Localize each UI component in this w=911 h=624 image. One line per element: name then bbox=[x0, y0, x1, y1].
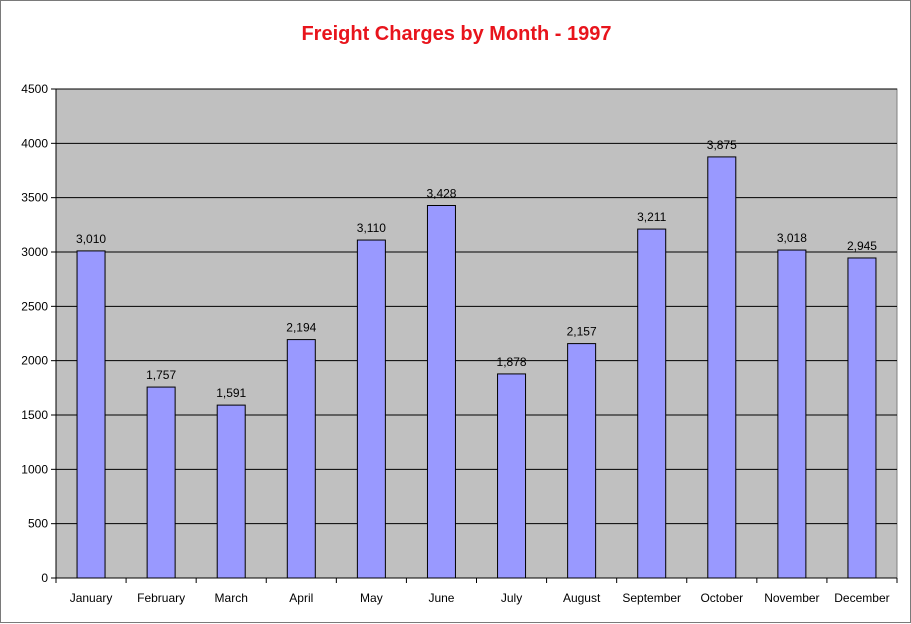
bar-june bbox=[426, 204, 456, 579]
data-label-august: 2,157 bbox=[567, 325, 597, 339]
x-tick-label-september: September bbox=[622, 591, 681, 605]
bar-march bbox=[216, 404, 246, 579]
y-tick-label: 0 bbox=[41, 571, 48, 585]
x-tick-label-july: July bbox=[501, 591, 522, 605]
x-tick-label-august: August bbox=[563, 591, 601, 605]
data-label-february: 1,757 bbox=[146, 368, 176, 382]
bar-february bbox=[146, 386, 176, 579]
y-tick-label: 500 bbox=[28, 517, 48, 531]
data-label-october: 3,875 bbox=[707, 138, 737, 152]
y-tick-label: 4000 bbox=[21, 136, 48, 150]
y-tick-label: 1000 bbox=[21, 462, 48, 476]
bar-december bbox=[847, 257, 877, 579]
x-tick-label-june: June bbox=[428, 591, 454, 605]
y-tick-label: 4500 bbox=[21, 82, 48, 96]
chart-title: Freight Charges by Month - 1997 bbox=[301, 23, 612, 45]
x-tick-label-may: May bbox=[360, 591, 383, 605]
data-label-december: 2,945 bbox=[847, 239, 877, 253]
bar-november bbox=[777, 249, 807, 579]
x-tick-label-february: February bbox=[137, 591, 185, 605]
data-label-november: 3,018 bbox=[777, 231, 807, 245]
data-label-may: 3,110 bbox=[357, 221, 386, 235]
y-tick-label: 3500 bbox=[21, 191, 48, 205]
data-label-september: 3,211 bbox=[637, 210, 666, 224]
bar-april bbox=[286, 339, 316, 579]
y-tick-label: 2500 bbox=[21, 299, 48, 313]
data-label-january: 3,010 bbox=[76, 232, 106, 246]
bar-september bbox=[637, 228, 667, 579]
x-tick-label-january: January bbox=[70, 591, 113, 605]
data-label-march: 1,591 bbox=[216, 386, 246, 400]
data-label-april: 2,194 bbox=[286, 321, 316, 335]
x-tick-label-march: March bbox=[215, 591, 248, 605]
x-tick-label-october: October bbox=[700, 591, 743, 605]
y-tick-label: 2000 bbox=[21, 354, 48, 368]
data-label-june: 3,428 bbox=[426, 186, 456, 200]
bar-january bbox=[76, 250, 106, 579]
bar-october bbox=[707, 156, 737, 579]
x-tick-label-november: November bbox=[764, 591, 819, 605]
bar-may bbox=[356, 239, 386, 579]
x-tick-label-april: April bbox=[289, 591, 313, 605]
y-tick-label: 1500 bbox=[21, 408, 48, 422]
data-label-july: 1,878 bbox=[497, 355, 527, 369]
x-tick-label-december: December bbox=[834, 591, 889, 605]
plot-area bbox=[55, 88, 898, 579]
y-tick-label: 3000 bbox=[21, 245, 48, 259]
bar-july bbox=[497, 373, 527, 579]
bar-august bbox=[567, 343, 597, 579]
